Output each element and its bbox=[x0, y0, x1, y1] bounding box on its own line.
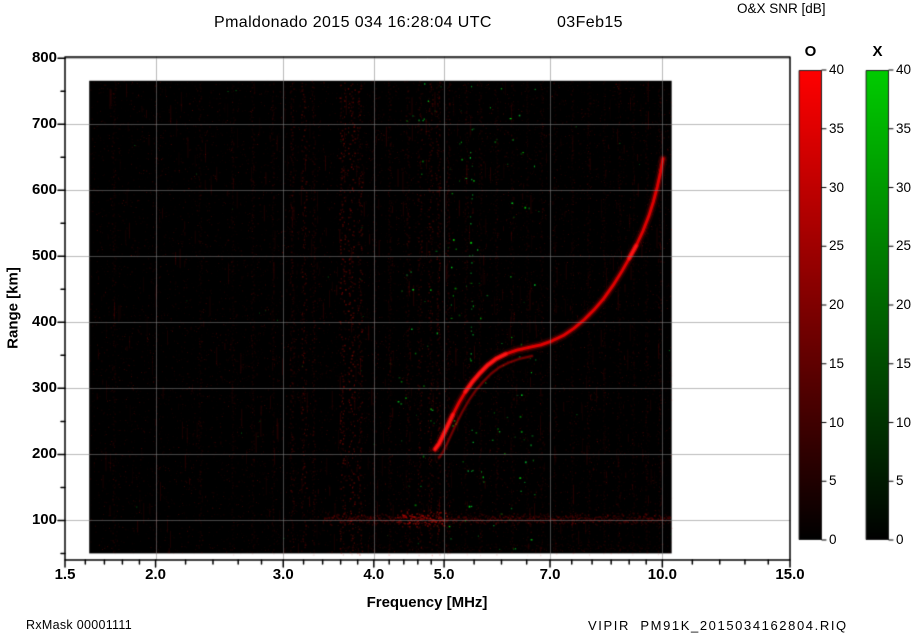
x-tick-label: 4.0 bbox=[363, 566, 385, 583]
colorbar-tick-label: 10 bbox=[896, 414, 912, 430]
x-tick-label: 7.0 bbox=[539, 566, 561, 583]
y-tick-label: 600 bbox=[31, 181, 57, 199]
x-tick-label: 2.0 bbox=[145, 566, 167, 583]
x-axis-label: Frequency [MHz] bbox=[366, 594, 488, 611]
colorbar-tick-label: 25 bbox=[829, 238, 845, 254]
colorbar-tick-label: 15 bbox=[829, 355, 845, 371]
plot-date: 03Feb15 bbox=[557, 14, 623, 31]
colorbar-tick-label: 25 bbox=[896, 238, 912, 254]
colorbar-title: O&X SNR [dB] bbox=[737, 1, 826, 16]
colorbar-tick-label: 35 bbox=[829, 120, 845, 136]
x-tick-label: 15.0 bbox=[775, 566, 805, 583]
colorbar-tick-label: 20 bbox=[896, 297, 912, 312]
colorbar-tick-label: 0 bbox=[829, 532, 837, 547]
y-tick-label: 500 bbox=[31, 247, 57, 265]
x-tick-label: 3.0 bbox=[272, 566, 294, 583]
y-tick-label: 400 bbox=[31, 313, 57, 331]
colorbar-tick-label: 40 bbox=[829, 62, 845, 77]
x-tick-label: 5.0 bbox=[433, 566, 455, 583]
colorbar-x-mode-label: X bbox=[872, 43, 883, 60]
colorbar-tick-label: 30 bbox=[896, 179, 912, 195]
x-tick-label: 10.0 bbox=[647, 566, 677, 583]
colorbar-tick-label: 10 bbox=[829, 414, 845, 430]
colorbar-tick-label: 15 bbox=[896, 355, 912, 371]
colorbar-tick-label: 30 bbox=[829, 179, 845, 195]
colorbar-tick-label: 40 bbox=[896, 62, 912, 77]
colorbar-tick-label: 20 bbox=[829, 297, 845, 312]
colorbar-tick-label: 35 bbox=[896, 120, 912, 136]
colorbar-tick-label: 5 bbox=[829, 473, 837, 489]
footer-filename: VIPIR PM91K_2015034162804.RIQ bbox=[588, 618, 848, 633]
y-tick-label: 300 bbox=[31, 379, 57, 397]
y-tick-label: 700 bbox=[31, 115, 57, 133]
x-tick-label: 1.5 bbox=[54, 566, 76, 583]
colorbar-o-mode-label: O bbox=[804, 43, 817, 60]
footer-rxmask: RxMask 00001111 bbox=[26, 618, 132, 632]
y-axis-label: Range [km] bbox=[4, 267, 22, 349]
colorbar-tick-label: 5 bbox=[896, 473, 904, 489]
plot-title: Pmaldonado 2015 034 16:28:04 UTC bbox=[214, 14, 492, 31]
y-tick-label: 800 bbox=[31, 49, 57, 67]
y-tick-label: 200 bbox=[31, 445, 57, 463]
y-tick-label: 100 bbox=[31, 511, 57, 529]
colorbar-tick-label: 0 bbox=[896, 532, 904, 547]
